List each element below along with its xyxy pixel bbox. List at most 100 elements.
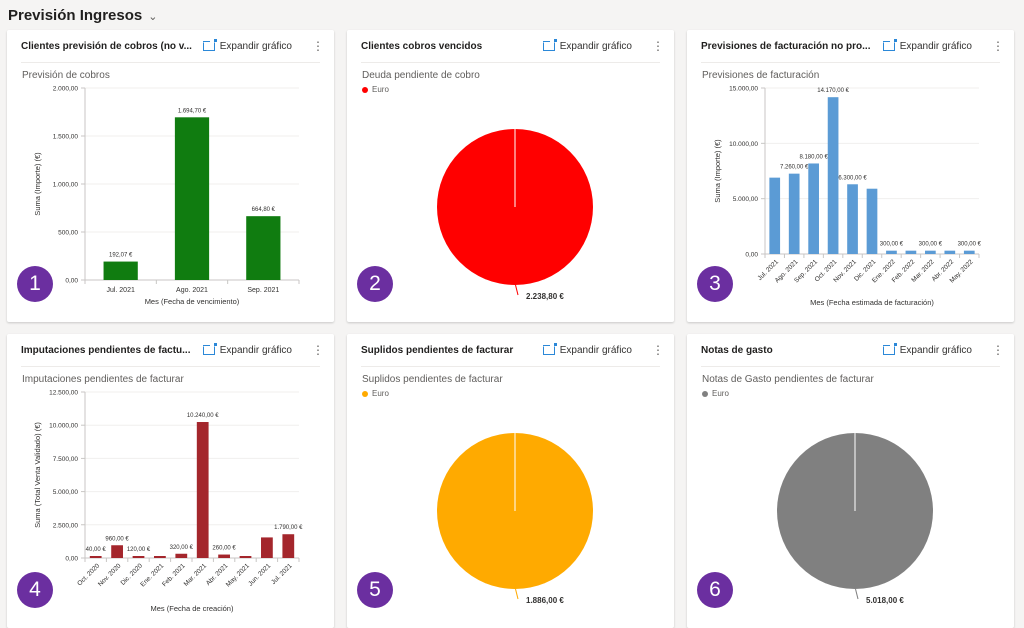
chart-legend[interactable]: Euro bbox=[702, 389, 729, 398]
bar[interactable] bbox=[175, 553, 188, 558]
step-badge: 2 bbox=[357, 266, 393, 302]
y-tick-label: 0,00 bbox=[65, 556, 78, 563]
legend-marker bbox=[362, 86, 368, 93]
step-badge: 4 bbox=[17, 572, 53, 608]
bar[interactable] bbox=[886, 250, 897, 254]
legend-marker bbox=[362, 390, 368, 397]
expand-chart-label: Expandir gráfico bbox=[219, 40, 292, 52]
bar[interactable] bbox=[788, 173, 800, 254]
expand-chart-button[interactable]: Expandir gráfico bbox=[202, 38, 292, 52]
expand-chart-button[interactable]: Expandir gráfico bbox=[882, 38, 972, 52]
bar[interactable] bbox=[103, 261, 138, 280]
chart-svg: 0,00 500,00 1.000,00 1.500,00 2.000,00 192,07… bbox=[33, 86, 300, 306]
expand-chart-button[interactable]: Expandir gráfico bbox=[542, 38, 632, 52]
data-label: 960,00 € bbox=[105, 536, 129, 542]
y-tick-label: 1.500,00 bbox=[53, 134, 79, 141]
bar[interactable] bbox=[282, 534, 295, 558]
data-label: 7.260,00 € bbox=[780, 165, 809, 171]
chart-svg: 2.238,80 € bbox=[437, 129, 593, 301]
chart-legend[interactable]: Euro bbox=[362, 85, 389, 94]
bar[interactable] bbox=[769, 177, 781, 254]
data-label: 10.240,00 € bbox=[187, 413, 219, 419]
label-leader-line bbox=[515, 588, 519, 600]
expand-chart-button[interactable]: Expandir gráfico bbox=[542, 342, 632, 356]
y-axis-title: Suma (Importe) (€) bbox=[713, 139, 722, 203]
bar[interactable] bbox=[847, 184, 858, 254]
x-tick-label: Jul. 2021 bbox=[106, 287, 135, 294]
chart-svg: 5.018,00 € bbox=[777, 433, 933, 605]
chart-card: Notas de gasto Expandir gráfico ⋮ Notas de … bbox=[687, 334, 1014, 628]
chart-svg: 0,00 2.500,00 5.000,00 7.500,00 10.000,00 12.… bbox=[33, 390, 303, 614]
x-axis-title: Mes (Fecha de vencimiento) bbox=[145, 297, 240, 306]
expand-icon bbox=[882, 38, 897, 51]
data-label: 8.180,00 € bbox=[799, 154, 828, 160]
x-tick-label: Sep. 2021 bbox=[247, 287, 279, 294]
y-tick-label: 10.000,00 bbox=[49, 423, 78, 430]
expand-chart-label: Expandir gráfico bbox=[219, 344, 292, 356]
y-tick-label: 2.500,00 bbox=[53, 522, 79, 529]
bar[interactable] bbox=[111, 545, 123, 558]
bar[interactable] bbox=[89, 556, 102, 558]
bar[interactable] bbox=[866, 188, 878, 254]
label-leader-line bbox=[855, 588, 859, 600]
bar[interactable] bbox=[808, 163, 819, 254]
y-tick-label: 500,00 bbox=[58, 230, 78, 237]
data-label: 664,80 € bbox=[252, 207, 276, 213]
step-badge: 6 bbox=[697, 572, 733, 608]
expand-chart-button[interactable]: Expandir gráfico bbox=[202, 342, 292, 356]
label-leader-line bbox=[515, 284, 519, 296]
chart-card: Suplidos pendientes de facturar Expandir … bbox=[347, 334, 674, 628]
bar[interactable] bbox=[905, 250, 917, 254]
card-title: Notas de gasto bbox=[701, 344, 773, 356]
expand-chart-label: Expandir gráfico bbox=[559, 40, 632, 52]
bar[interactable] bbox=[154, 556, 166, 558]
chart-card: Previsiones de facturación no pro... Expa… bbox=[687, 30, 1014, 322]
data-label: 120,00 € bbox=[127, 547, 151, 553]
bar[interactable] bbox=[196, 422, 209, 558]
y-axis-title: Suma (Importe) (€) bbox=[33, 152, 42, 216]
expand-icon bbox=[202, 38, 217, 51]
bar[interactable] bbox=[132, 556, 145, 558]
chart-title: Deuda pendiente de cobro bbox=[362, 70, 480, 81]
chart-title: Suplidos pendientes de facturar bbox=[362, 374, 503, 385]
y-tick-label: 0,00 bbox=[745, 252, 758, 259]
expand-icon bbox=[542, 38, 557, 51]
x-tick-label: Nov. 2020 bbox=[97, 562, 123, 588]
expand-chart-button[interactable]: Expandir gráfico bbox=[882, 342, 972, 356]
bar[interactable] bbox=[174, 117, 210, 280]
chart-svg: 1.886,00 € bbox=[437, 433, 593, 605]
bar[interactable] bbox=[246, 216, 281, 280]
x-tick-label: Jul. 2021 bbox=[270, 562, 294, 586]
bar[interactable] bbox=[239, 556, 252, 558]
bar[interactable] bbox=[963, 250, 975, 254]
card-title: Previsiones de facturación no pro... bbox=[701, 40, 871, 52]
expand-icon bbox=[202, 342, 217, 355]
x-axis-title: Mes (Fecha de creación) bbox=[151, 604, 234, 613]
step-badge: 1 bbox=[17, 266, 53, 302]
bar[interactable] bbox=[944, 250, 956, 254]
chart-title: Previsiones de facturación bbox=[702, 70, 820, 81]
bar[interactable] bbox=[261, 537, 273, 558]
bar[interactable] bbox=[827, 97, 839, 254]
x-tick-label: Jun. 2021 bbox=[247, 562, 272, 587]
data-label: 192,07 € bbox=[109, 253, 133, 259]
chart-legend[interactable]: Euro bbox=[362, 389, 389, 398]
y-axis-title: Suma (Total Venta Validado) (€) bbox=[33, 422, 42, 528]
y-tick-label: 5.000,00 bbox=[733, 196, 759, 203]
y-tick-label: 7.500,00 bbox=[53, 456, 79, 463]
page-header[interactable]: Previsión Ingresos ⌄ bbox=[8, 4, 157, 26]
data-label: 5.018,00 € bbox=[866, 596, 904, 605]
y-tick-label: 0,00 bbox=[65, 278, 78, 285]
legend-label: Euro bbox=[372, 85, 389, 94]
step-badge: 3 bbox=[697, 266, 733, 302]
expand-icon bbox=[542, 342, 557, 355]
data-label: 1.886,00 € bbox=[526, 596, 564, 605]
data-label: 320,00 € bbox=[170, 545, 194, 551]
data-label: 1.694,70 € bbox=[178, 108, 207, 114]
chart-title: Imputaciones pendientes de facturar bbox=[22, 374, 184, 385]
chevron-down-icon[interactable]: ⌄ bbox=[148, 10, 158, 23]
bar[interactable] bbox=[218, 554, 230, 558]
data-label: 260,00 € bbox=[212, 546, 236, 552]
bar[interactable] bbox=[925, 250, 936, 254]
